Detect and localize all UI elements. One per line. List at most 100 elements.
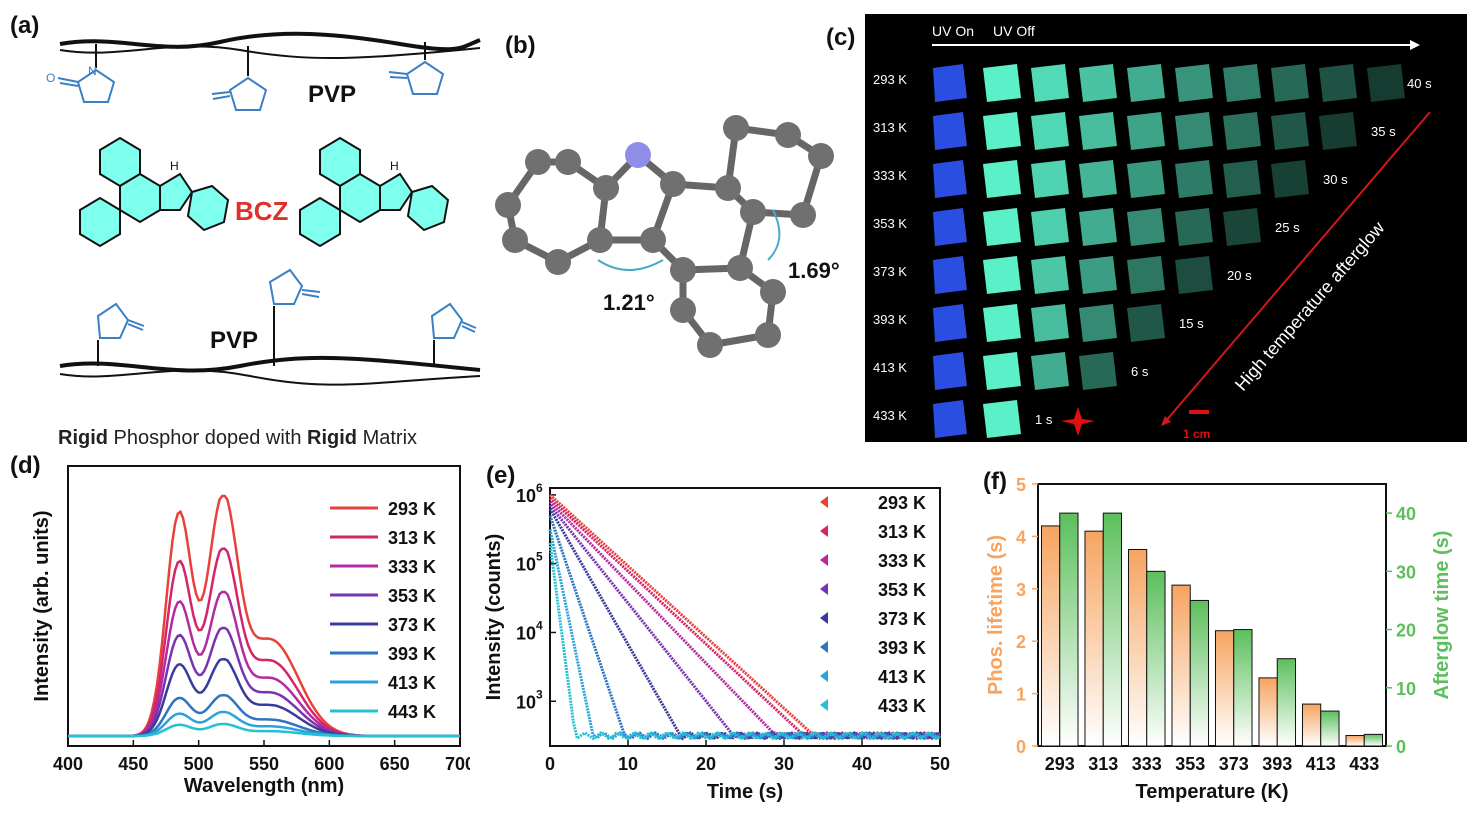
chart-f-bars: 0 1 2 3 4 5 0 10 20 30 40 293 313 333 353 373 393 413 433 T… — [985, 475, 1453, 803]
x-axis-label-d: Wavelength (nm) — [184, 775, 344, 797]
afterglow-sample — [1175, 256, 1213, 294]
uv-on-sample — [933, 400, 967, 438]
afterglow-sample — [1079, 112, 1117, 150]
x-tick-label-e: 20 — [696, 754, 716, 774]
row-time-label: 40 s — [1407, 76, 1432, 91]
afterglow-sample — [983, 400, 1021, 438]
y-right-tick-f: 30 — [1396, 562, 1416, 582]
x-tick-label-d: 500 — [184, 754, 214, 774]
pyrrolidone-group — [57, 42, 445, 111]
afterglow-sample — [983, 208, 1021, 246]
bar-lifetime — [1301, 703, 1322, 747]
bar-lifetime — [1171, 584, 1191, 747]
afterglow-sample — [1079, 352, 1117, 390]
y-tick-label-e: 10 — [516, 692, 536, 712]
legend-marker-e — [820, 612, 828, 624]
uv-on-sample — [933, 304, 967, 342]
x-tick-label-d: 700 — [445, 754, 470, 774]
y-tick-exponent-e: 4 — [536, 618, 543, 632]
x-tick-label-f: 333 — [1132, 754, 1162, 774]
carbon-atoms — [495, 115, 834, 358]
bar-lifetime — [1214, 630, 1235, 747]
legend-label-e: 353 K — [878, 580, 926, 600]
pyrrolidone-group-bottom — [96, 268, 477, 366]
bar-afterglow — [1146, 570, 1166, 747]
y-axis-label-d: Intensity (arb. units) — [31, 510, 53, 701]
polymer-chain-top — [59, 31, 481, 52]
afterglow-sample — [1031, 256, 1069, 294]
row-temp-label: 433 K — [873, 408, 907, 423]
afterglow-sample — [1175, 64, 1213, 102]
legend-label-d: 393 K — [388, 644, 436, 664]
nh-label-right: H — [390, 159, 399, 173]
afterglow-sample — [1319, 64, 1357, 102]
afterglow-sample — [1127, 112, 1165, 150]
legend-label-e: 333 K — [878, 551, 926, 571]
uv-on-sample — [933, 256, 967, 294]
legend-label-e: 293 K — [878, 493, 926, 513]
pvp-label-bottom: PVP — [210, 327, 258, 354]
afterglow-sample — [1031, 112, 1069, 150]
legend-label-d: 333 K — [388, 557, 436, 577]
legend-label-d: 413 K — [388, 673, 436, 693]
uv-on-sample — [933, 112, 967, 150]
panel-b-molecule: 1.21° 1.69° — [495, 115, 840, 358]
y-left-tick-f: 0 — [1016, 737, 1026, 757]
y-axis-label-e: Intensity (counts) — [483, 534, 505, 701]
row-temp-label: 353 K — [873, 216, 907, 231]
afterglow-sample — [1223, 208, 1261, 246]
row-time-label: 1 s — [1035, 412, 1053, 427]
scale-bar-label: 1 cm — [1183, 427, 1210, 441]
x-tick-label-e: 40 — [852, 754, 872, 774]
y-tick-exponent-e: 3 — [536, 687, 543, 701]
legend-marker-e — [820, 525, 828, 537]
bar-afterglow — [1320, 710, 1340, 747]
y-left-tick-f: 3 — [1016, 580, 1026, 600]
n-atom-label: N — [88, 64, 97, 78]
afterglow-sample — [983, 352, 1021, 390]
bcz-molecule-left — [79, 136, 230, 248]
afterglow-sample — [1031, 304, 1069, 342]
x-tick-label-f: 373 — [1219, 754, 1249, 774]
x-tick-label-e: 50 — [930, 754, 950, 774]
afterglow-sample — [1175, 160, 1213, 198]
torsion-angle-2: 1.69° — [788, 258, 840, 283]
afterglow-sample — [983, 256, 1021, 294]
uv-on-sample — [933, 64, 967, 102]
row-temp-label: 373 K — [873, 264, 907, 279]
nitrogen-atom — [625, 142, 651, 168]
afterglow-sample — [1223, 112, 1261, 150]
uv-off-label: UV Off — [993, 23, 1035, 39]
panel-label-b: (b) — [505, 32, 536, 59]
x-axis-label-f: Temperature (K) — [1136, 781, 1289, 803]
x-tick-label-e: 0 — [545, 754, 555, 774]
afterglow-sample — [1127, 64, 1165, 102]
torsion-angle-1: 1.21° — [603, 290, 655, 315]
uv-on-sample — [933, 352, 967, 390]
legend-label-d: 373 K — [388, 615, 436, 635]
y-tick-label-e: 10 — [516, 486, 536, 506]
afterglow-sample — [1271, 64, 1309, 102]
bar-lifetime — [1127, 549, 1148, 747]
bcz-molecule-right — [299, 136, 450, 248]
row-time-label: 6 s — [1131, 364, 1149, 379]
time-arrow-head — [1410, 40, 1420, 50]
row-time-label: 35 s — [1371, 124, 1396, 139]
row-temp-label: 313 K — [873, 120, 907, 135]
y-tick-exponent-e: 5 — [536, 550, 543, 564]
bar-lifetime — [1258, 677, 1278, 747]
x-tick-label-f: 413 — [1306, 754, 1336, 774]
y-right-tick-f: 20 — [1396, 621, 1416, 641]
panel-label-e: (e) — [486, 462, 516, 489]
afterglow-sample — [983, 160, 1021, 198]
y-tick-label-e: 10 — [516, 555, 536, 575]
afterglow-sample — [1271, 160, 1309, 198]
y-left-tick-f: 4 — [1016, 527, 1026, 547]
spectrum-line — [68, 722, 460, 738]
y-tick-label-e: 10 — [516, 623, 536, 643]
bar-afterglow — [1102, 512, 1123, 747]
legend-label-d: 293 K — [388, 499, 436, 519]
legend-label-e: 373 K — [878, 609, 926, 629]
polymer-chain-bottom — [59, 355, 481, 373]
